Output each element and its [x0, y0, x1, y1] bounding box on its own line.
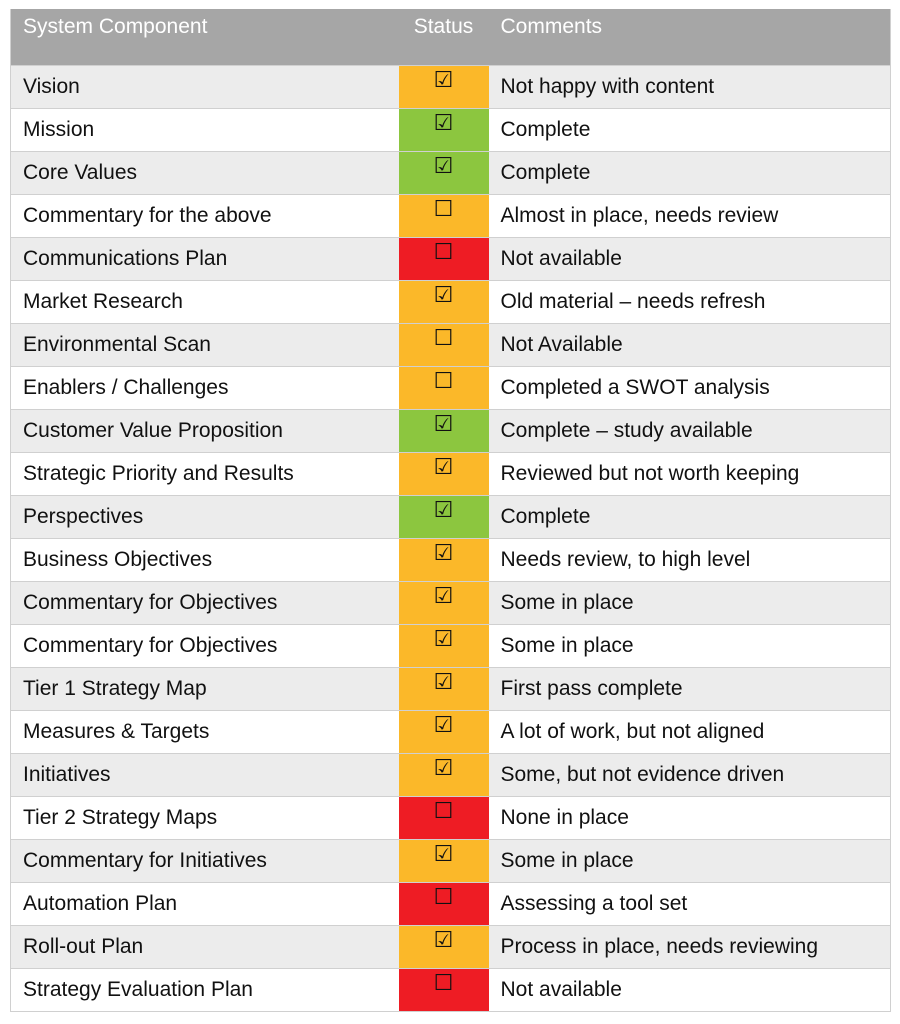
component-cell: Commentary for Objectives: [10, 623, 399, 667]
status-cell: ☐: [398, 322, 489, 366]
table-row: Customer Value Proposition ☑ Complete – st…: [10, 408, 891, 452]
component-cell: Perspectives: [10, 494, 399, 538]
status-cell: ☑: [398, 64, 489, 108]
component-cell: Business Objectives: [10, 537, 399, 581]
comment-cell: Not available: [488, 236, 891, 280]
component-cell: Tier 2 Strategy Maps: [10, 795, 399, 839]
comment-cell: Some in place: [488, 580, 891, 624]
component-cell: Market Research: [10, 279, 399, 323]
comment-cell: Needs review, to high level: [488, 537, 891, 581]
comment-cell: Almost in place, needs review: [488, 193, 891, 237]
status-cell: ☑: [398, 107, 489, 151]
comment-cell: Complete: [488, 494, 891, 538]
comment-cell: Not happy with content: [488, 64, 891, 108]
comment-cell: First pass complete: [488, 666, 891, 710]
comment-cell: Assessing a tool set: [488, 881, 891, 925]
component-cell: Initiatives: [10, 752, 399, 796]
status-table: System Component Status Comments Vision ☑…: [10, 9, 891, 1012]
comment-cell: Some, but not evidence driven: [488, 752, 891, 796]
comment-cell: Some in place: [488, 623, 891, 667]
status-cell: ☐: [398, 795, 489, 839]
table-row: Initiatives ☑ Some, but not evidence drive…: [10, 752, 891, 796]
component-cell: Core Values: [10, 150, 399, 194]
comment-cell: Process in place, needs reviewing: [488, 924, 891, 968]
status-cell: ☐: [398, 193, 489, 237]
status-cell: ☐: [398, 365, 489, 409]
component-cell: Commentary for Objectives: [10, 580, 399, 624]
table-row: Business Objectives ☑ Needs review, to hig…: [10, 537, 891, 581]
comment-cell: Not available: [488, 967, 891, 1011]
table-row: Tier 1 Strategy Map ☑ First pass complete: [10, 666, 891, 710]
component-cell: Communications Plan: [10, 236, 399, 280]
status-cell: ☑: [398, 924, 489, 968]
status-cell: ☑: [398, 279, 489, 323]
component-cell: Strategic Priority and Results: [10, 451, 399, 495]
status-cell: ☑: [398, 451, 489, 495]
table-row: Perspectives ☑ Complete: [10, 494, 891, 538]
status-cell: ☑: [398, 537, 489, 581]
comment-cell: Not Available: [488, 322, 891, 366]
component-cell: Enablers / Challenges: [10, 365, 399, 409]
comment-cell: Complete – study available: [488, 408, 891, 452]
comment-cell: Old material – needs refresh: [488, 279, 891, 323]
comment-cell: A lot of work, but not aligned: [488, 709, 891, 753]
table-row: Commentary for Initiatives ☑ Some in place: [10, 838, 891, 882]
component-cell: Commentary for Initiatives: [10, 838, 399, 882]
status-cell: ☑: [398, 666, 489, 710]
table-row: Commentary for the above ☐ Almost in place…: [10, 193, 891, 237]
table-row: Market Research ☑ Old material – needs ref…: [10, 279, 891, 323]
component-cell: Vision: [10, 64, 399, 108]
status-cell: ☑: [398, 623, 489, 667]
table-row: Enablers / Challenges ☐ Completed a SWOT a…: [10, 365, 891, 409]
comment-cell: None in place: [488, 795, 891, 839]
table-header: System Component Status Comments: [10, 9, 891, 65]
status-cell: ☑: [398, 838, 489, 882]
table-row: Environmental Scan ☐ Not Available: [10, 322, 891, 366]
component-cell: Measures & Targets: [10, 709, 399, 753]
status-cell: ☑: [398, 408, 489, 452]
table-row: Communications Plan ☐ Not available: [10, 236, 891, 280]
status-cell: ☑: [398, 580, 489, 624]
status-cell: ☐: [398, 881, 489, 925]
table-row: Strategy Evaluation Plan ☐ Not available: [10, 967, 891, 1011]
header-cell: Status: [398, 9, 489, 65]
header-row: System Component Status Comments: [10, 9, 891, 65]
comment-cell: Complete: [488, 150, 891, 194]
status-cell: ☐: [398, 967, 489, 1011]
table-row: Commentary for Objectives ☑ Some in place: [10, 580, 891, 624]
component-cell: Automation Plan: [10, 881, 399, 925]
comment-cell: Some in place: [488, 838, 891, 882]
table-body: Vision ☑ Not happy with content Mission ☑ Com…: [10, 64, 891, 1011]
status-cell: ☑: [398, 709, 489, 753]
table-row: Mission ☑ Complete: [10, 107, 891, 151]
component-cell: Mission: [10, 107, 399, 151]
table-row: Strategic Priority and Results ☑ Reviewed …: [10, 451, 891, 495]
table-row: Vision ☑ Not happy with content: [10, 64, 891, 108]
table-row: Commentary for Objectives ☑ Some in place: [10, 623, 891, 667]
comment-cell: Complete: [488, 107, 891, 151]
component-cell: Customer Value Proposition: [10, 408, 399, 452]
component-cell: Environmental Scan: [10, 322, 399, 366]
table-row: Automation Plan ☐ Assessing a tool set: [10, 881, 891, 925]
status-cell: ☑: [398, 752, 489, 796]
component-cell: Roll-out Plan: [10, 924, 399, 968]
header-cell: System Component: [10, 9, 399, 65]
comment-cell: Reviewed but not worth keeping: [488, 451, 891, 495]
component-cell: Tier 1 Strategy Map: [10, 666, 399, 710]
table-wrapper: System Component Status Comments Vision ☑…: [10, 9, 891, 1012]
table-row: Roll-out Plan ☑ Process in place, needs re…: [10, 924, 891, 968]
status-cell: ☐: [398, 236, 489, 280]
table-row: Measures & Targets ☑ A lot of work, but no…: [10, 709, 891, 753]
table-row: Core Values ☑ Complete: [10, 150, 891, 194]
component-cell: Strategy Evaluation Plan: [10, 967, 399, 1011]
status-cell: ☑: [398, 150, 489, 194]
component-cell: Commentary for the above: [10, 193, 399, 237]
comment-cell: Completed a SWOT analysis: [488, 365, 891, 409]
status-cell: ☑: [398, 494, 489, 538]
header-cell: Comments: [488, 9, 891, 65]
table-row: Tier 2 Strategy Maps ☐ None in place: [10, 795, 891, 839]
